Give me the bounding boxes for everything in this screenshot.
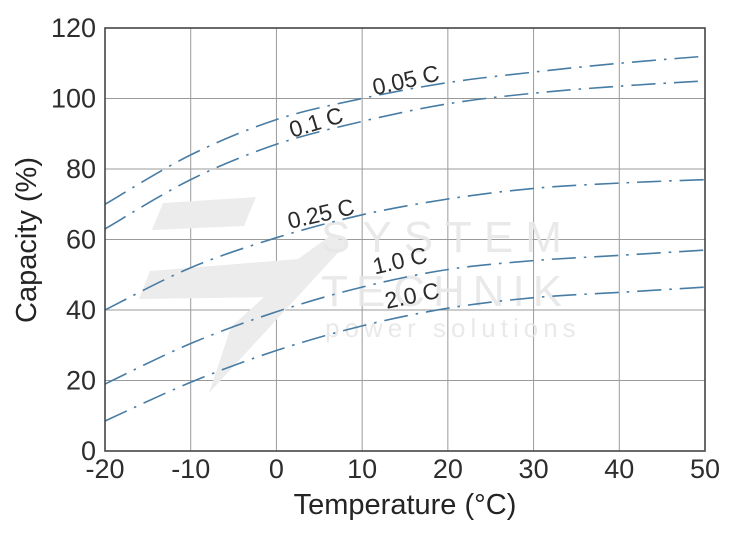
x-axis-tick-label: -10	[171, 454, 210, 484]
x-axis-tick-label: -20	[85, 454, 124, 484]
y-axis-tick-label: 100	[51, 84, 96, 114]
series-curve-label: 0.1 C	[286, 102, 346, 143]
y-axis-tick-label: 40	[66, 295, 96, 325]
x-axis-tick-label: 0	[269, 454, 284, 484]
series-curves	[104, 55, 706, 422]
x-axis-tick-label: 30	[519, 454, 549, 484]
x-axis-title: Temperature (°C)	[294, 489, 517, 521]
plot-border	[104, 27, 706, 452]
axis-tick-labels: -20 -10 0 10 20 30 40 50 0 20 40 60 80 100 120	[51, 13, 720, 484]
grid-lines	[104, 27, 706, 452]
x-axis-tick-label: 50	[690, 454, 720, 484]
watermark: SYSTEM TECHNIK power solutions	[139, 197, 581, 393]
series-curve	[104, 55, 706, 205]
watermark-tagline: power solutions	[325, 313, 581, 343]
watermark-brand-line1: SYSTEM	[321, 213, 574, 262]
series-curve	[104, 286, 706, 422]
y-axis-tick-label: 20	[66, 366, 96, 396]
x-axis-tick-label: 40	[604, 454, 634, 484]
series-curve	[104, 249, 706, 385]
y-axis-title: Capacity (%)	[11, 157, 43, 323]
series-curve	[104, 80, 706, 230]
y-axis-tick-label: 60	[66, 225, 96, 255]
x-axis-tick-label: 10	[347, 454, 377, 484]
series-curve	[104, 178, 706, 311]
watermark-logo-icon	[139, 197, 347, 393]
y-axis-tick-label: 0	[81, 436, 96, 466]
y-axis-tick-label: 120	[51, 13, 96, 43]
y-axis-tick-label: 80	[66, 154, 96, 184]
watermark-brand-line2: TECHNIK	[321, 267, 570, 316]
x-axis-tick-label: 20	[433, 454, 463, 484]
series-curve-label: 0.05 C	[370, 60, 442, 101]
